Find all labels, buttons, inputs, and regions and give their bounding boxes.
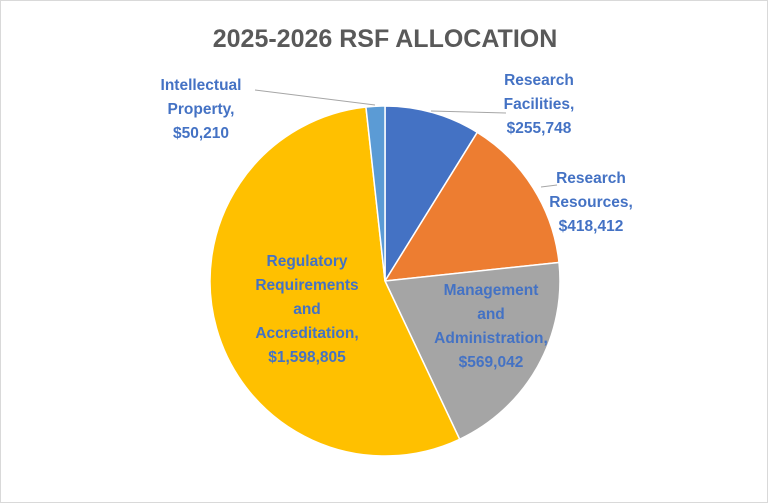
chart-title: 2025-2026 RSF ALLOCATION [213,25,558,53]
data-label-management-and-administration: Management and Administration, $569,042 [434,282,548,371]
data-labels: Research Facilities, $255,748 Research Resou… [161,72,633,371]
pie-slices [209,105,561,457]
data-label-line: Intellectual [161,77,242,94]
data-label-line: and [477,306,505,323]
data-label-intellectual-property: Intellectual Property, $50,210 [161,77,242,142]
data-label-research-facilities: Research Facilities, $255,748 [504,72,575,137]
data-label-line: $418,412 [559,218,624,235]
data-label-line: Regulatory [267,253,348,270]
leader-line-intellectual-property [254,89,376,106]
data-label-line: and [293,301,321,318]
pie-slice-research-resources [383,131,560,282]
pie-slice-management-and-administration [383,261,561,441]
data-label-line: Property, [168,101,235,118]
data-label-line: Facilities, [504,96,575,113]
data-label-line: $569,042 [459,354,524,371]
data-label-line: Administration, [434,330,548,347]
data-label-line: Requirements [255,277,358,294]
leader-lines [254,89,558,188]
data-label-line: Accreditation, [255,325,358,342]
data-label-research-resources: Research Resources, $418,412 [549,170,633,235]
data-label-regulatory-requirements-and-accreditation: Regulatory Requirements and Accreditation, $… [255,253,358,366]
pie-slice-research-facilities [384,105,479,284]
data-label-line: Research [556,170,626,187]
data-label-line: $1,598,805 [268,349,346,366]
data-label-line: Resources, [549,194,633,211]
pie-slice-intellectual-property [365,105,386,282]
leader-line-research-resources [540,184,558,188]
data-label-line: Research [504,72,574,89]
data-label-line: Management [444,282,539,299]
data-label-line: $255,748 [507,120,572,137]
pie-slice-regulatory-requirements-and-accreditation [209,106,461,457]
leader-line-research-facilities [430,110,507,114]
data-label-line: $50,210 [173,125,229,142]
